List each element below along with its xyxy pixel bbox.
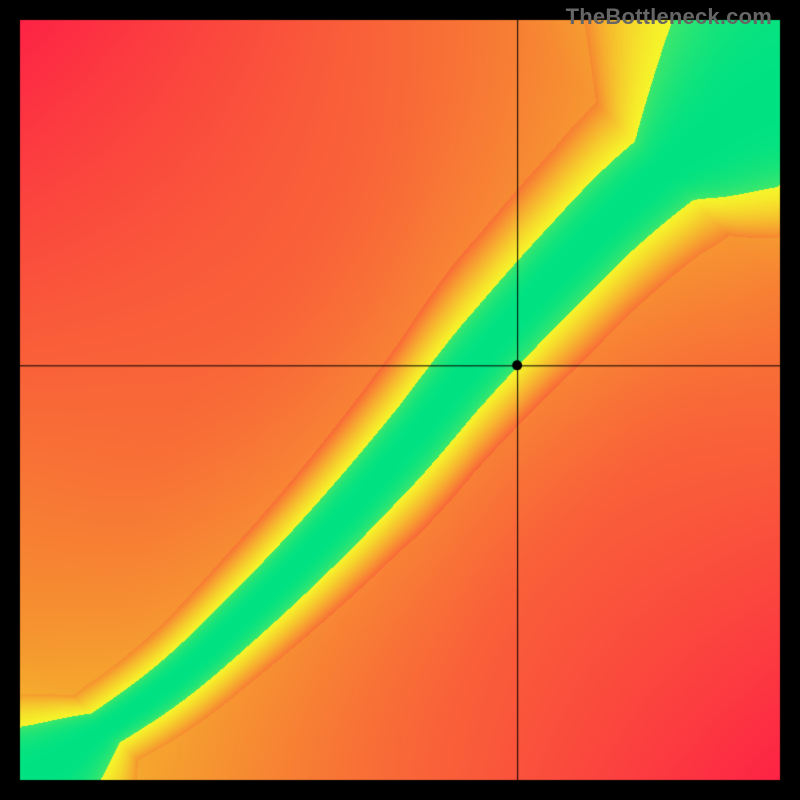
watermark-text: TheBottleneck.com — [566, 4, 772, 30]
bottleneck-heatmap — [0, 0, 800, 800]
